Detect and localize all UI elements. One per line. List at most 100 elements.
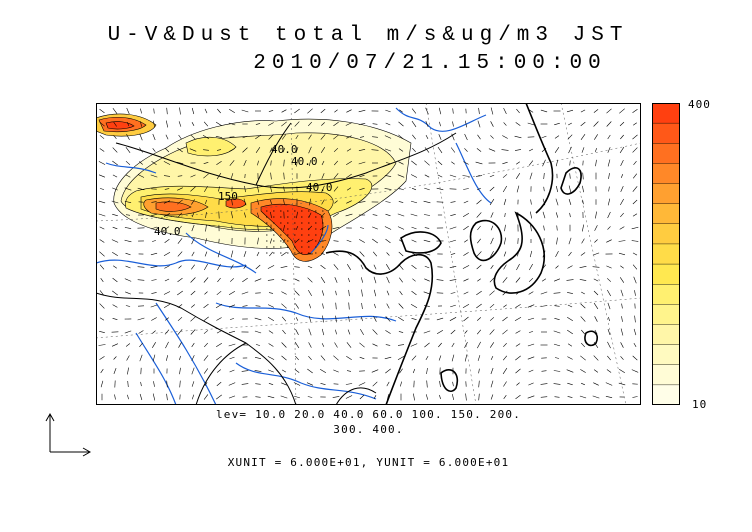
- wind-vector: [98, 161, 106, 165]
- wind-vector: [255, 134, 261, 140]
- wind-vector: [425, 355, 429, 361]
- wind-vector: [385, 109, 391, 113]
- wind-vector: [385, 238, 391, 244]
- wind-vector: [333, 147, 339, 153]
- wind-vector: [398, 239, 404, 243]
- wind-vector: [372, 329, 378, 335]
- wind-vector: [384, 135, 392, 139]
- wind-vector: [464, 342, 468, 348]
- colorbar-cell: [652, 384, 680, 405]
- wind-vector: [322, 315, 324, 323]
- wind-vector: [529, 172, 533, 180]
- wind-vector: [593, 278, 599, 282]
- wind-vector: [436, 187, 444, 191]
- wind-vector: [152, 240, 156, 242]
- wind-vector: [452, 381, 454, 387]
- wind-vector: [150, 252, 158, 256]
- wind-vector: [216, 290, 222, 296]
- wind-vector: [203, 394, 209, 400]
- wind-vector: [335, 290, 337, 296]
- contour-hatching: [266, 210, 324, 254]
- wind-vector: [528, 277, 534, 283]
- wind-vector: [308, 356, 312, 360]
- wind-vector: [229, 356, 235, 360]
- wind-vector: [228, 330, 236, 334]
- wind-vector: [230, 173, 234, 179]
- wind-vector: [411, 264, 417, 270]
- wind-vector: [163, 251, 171, 257]
- wind-vector: [217, 369, 221, 373]
- wind-vector: [386, 303, 390, 309]
- wind-vector: [372, 238, 378, 244]
- colorbar-cell: [652, 304, 680, 325]
- wind-vector: [190, 316, 196, 322]
- wind-vector: [425, 107, 429, 115]
- wind-vector: [176, 161, 184, 165]
- wind-vector: [112, 147, 118, 153]
- wind-vector: [112, 318, 118, 320]
- wind-vector: [618, 240, 626, 242]
- wind-vector: [283, 225, 285, 231]
- wind-vector: [464, 148, 468, 152]
- wind-vector: [231, 225, 233, 231]
- wind-vector: [621, 316, 623, 322]
- wind-vector: [202, 135, 210, 139]
- wind-vector: [553, 383, 561, 385]
- wind-vector: [594, 316, 598, 322]
- wind-vector: [257, 160, 259, 166]
- wind-vector: [152, 133, 156, 141]
- wind-vector: [255, 383, 261, 385]
- wind-vector: [228, 290, 236, 296]
- wind-vector: [398, 251, 404, 257]
- wind-vector: [216, 317, 222, 321]
- wind-vector: [307, 265, 313, 269]
- wind-vector: [307, 108, 313, 114]
- wind-vector: [438, 342, 442, 348]
- wind-vector: [191, 237, 195, 245]
- wind-vector: [257, 237, 259, 245]
- wind-vector: [359, 227, 365, 229]
- wind-vector: [397, 226, 405, 230]
- wind-vector: [593, 109, 599, 113]
- wind-vector: [139, 393, 143, 401]
- wind-vector: [178, 225, 182, 231]
- wind-vector: [515, 277, 521, 283]
- wind-vector: [99, 356, 105, 360]
- wind-vector: [463, 278, 469, 282]
- wind-vector: [203, 121, 209, 127]
- wind-vector: [126, 134, 130, 140]
- wind-vector: [348, 277, 350, 283]
- wind-vector: [475, 175, 483, 177]
- wind-vector: [306, 239, 314, 243]
- wind-vector: [374, 303, 376, 309]
- wind-vector: [450, 329, 456, 335]
- wind-vector: [567, 343, 573, 347]
- wind-vector: [98, 200, 106, 204]
- wind-vector: [620, 342, 624, 348]
- wind-vector: [295, 147, 299, 153]
- wind-vector: [502, 174, 508, 178]
- wind-vector: [569, 212, 571, 218]
- wind-vector: [99, 148, 105, 152]
- wind-vector: [296, 159, 298, 167]
- wind-vector: [566, 369, 574, 373]
- wind-vector: [413, 393, 415, 401]
- wind-vector: [308, 146, 312, 154]
- wind-vector: [100, 368, 104, 374]
- wind-vector: [475, 161, 483, 165]
- wind-vector: [411, 160, 417, 166]
- wind-vector: [542, 198, 546, 206]
- wind-vector: [99, 303, 105, 309]
- wind-vector: [502, 367, 508, 375]
- wind-vector: [517, 251, 519, 257]
- wind-vector: [358, 149, 366, 151]
- wind-vector: [503, 342, 507, 348]
- wind-vector: [530, 224, 532, 232]
- wind-vector: [619, 121, 625, 127]
- wind-vector: [319, 368, 327, 374]
- wind-vector: [489, 329, 495, 335]
- wind-vector: [477, 317, 481, 321]
- wind-vector: [490, 367, 494, 375]
- wind-vectors: [98, 107, 639, 401]
- wind-vector: [295, 303, 299, 309]
